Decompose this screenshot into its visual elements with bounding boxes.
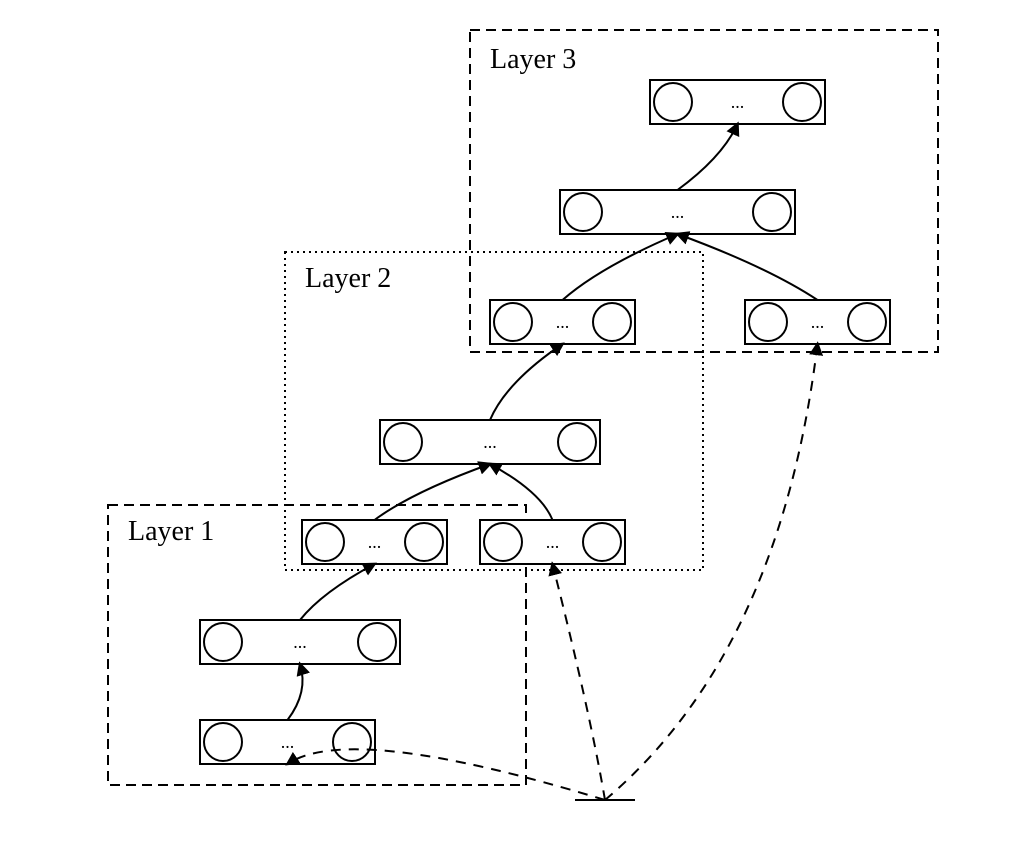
node-n3b-ellipsis: ...	[546, 532, 560, 552]
edge-n5a-n6	[563, 234, 678, 300]
node-n4-ellipsis: ...	[483, 432, 497, 452]
group-label-layer1: Layer 1	[128, 516, 214, 547]
node-n6-ellipsis: ...	[671, 202, 685, 222]
edge-n5b-n6	[678, 234, 818, 300]
edge-n2-n3a	[300, 564, 375, 620]
dashed-edge-to-n5b	[605, 344, 818, 800]
node-n2-ellipsis: ...	[293, 632, 307, 652]
edge-n1-n2	[288, 664, 303, 720]
edge-n4-n5a	[490, 344, 563, 420]
node-n1-ellipsis: ...	[281, 732, 295, 752]
group-label-layer2: Layer 2	[305, 263, 391, 294]
dashed-edge-to-n3b	[553, 564, 606, 800]
node-n7-ellipsis: ...	[731, 92, 745, 112]
edge-n3b-n4	[490, 464, 553, 520]
node-n5a-ellipsis: ...	[556, 312, 570, 332]
diagram-canvas: Layer 1 Layer 2 Layer 3...................…	[0, 0, 1021, 852]
node-n3a-ellipsis: ...	[368, 532, 382, 552]
edge-n6-n7	[678, 124, 738, 190]
node-n5b-ellipsis: ...	[811, 312, 825, 332]
edge-n3a-n4	[375, 464, 491, 520]
group-label-layer3: Layer 3	[490, 44, 576, 75]
